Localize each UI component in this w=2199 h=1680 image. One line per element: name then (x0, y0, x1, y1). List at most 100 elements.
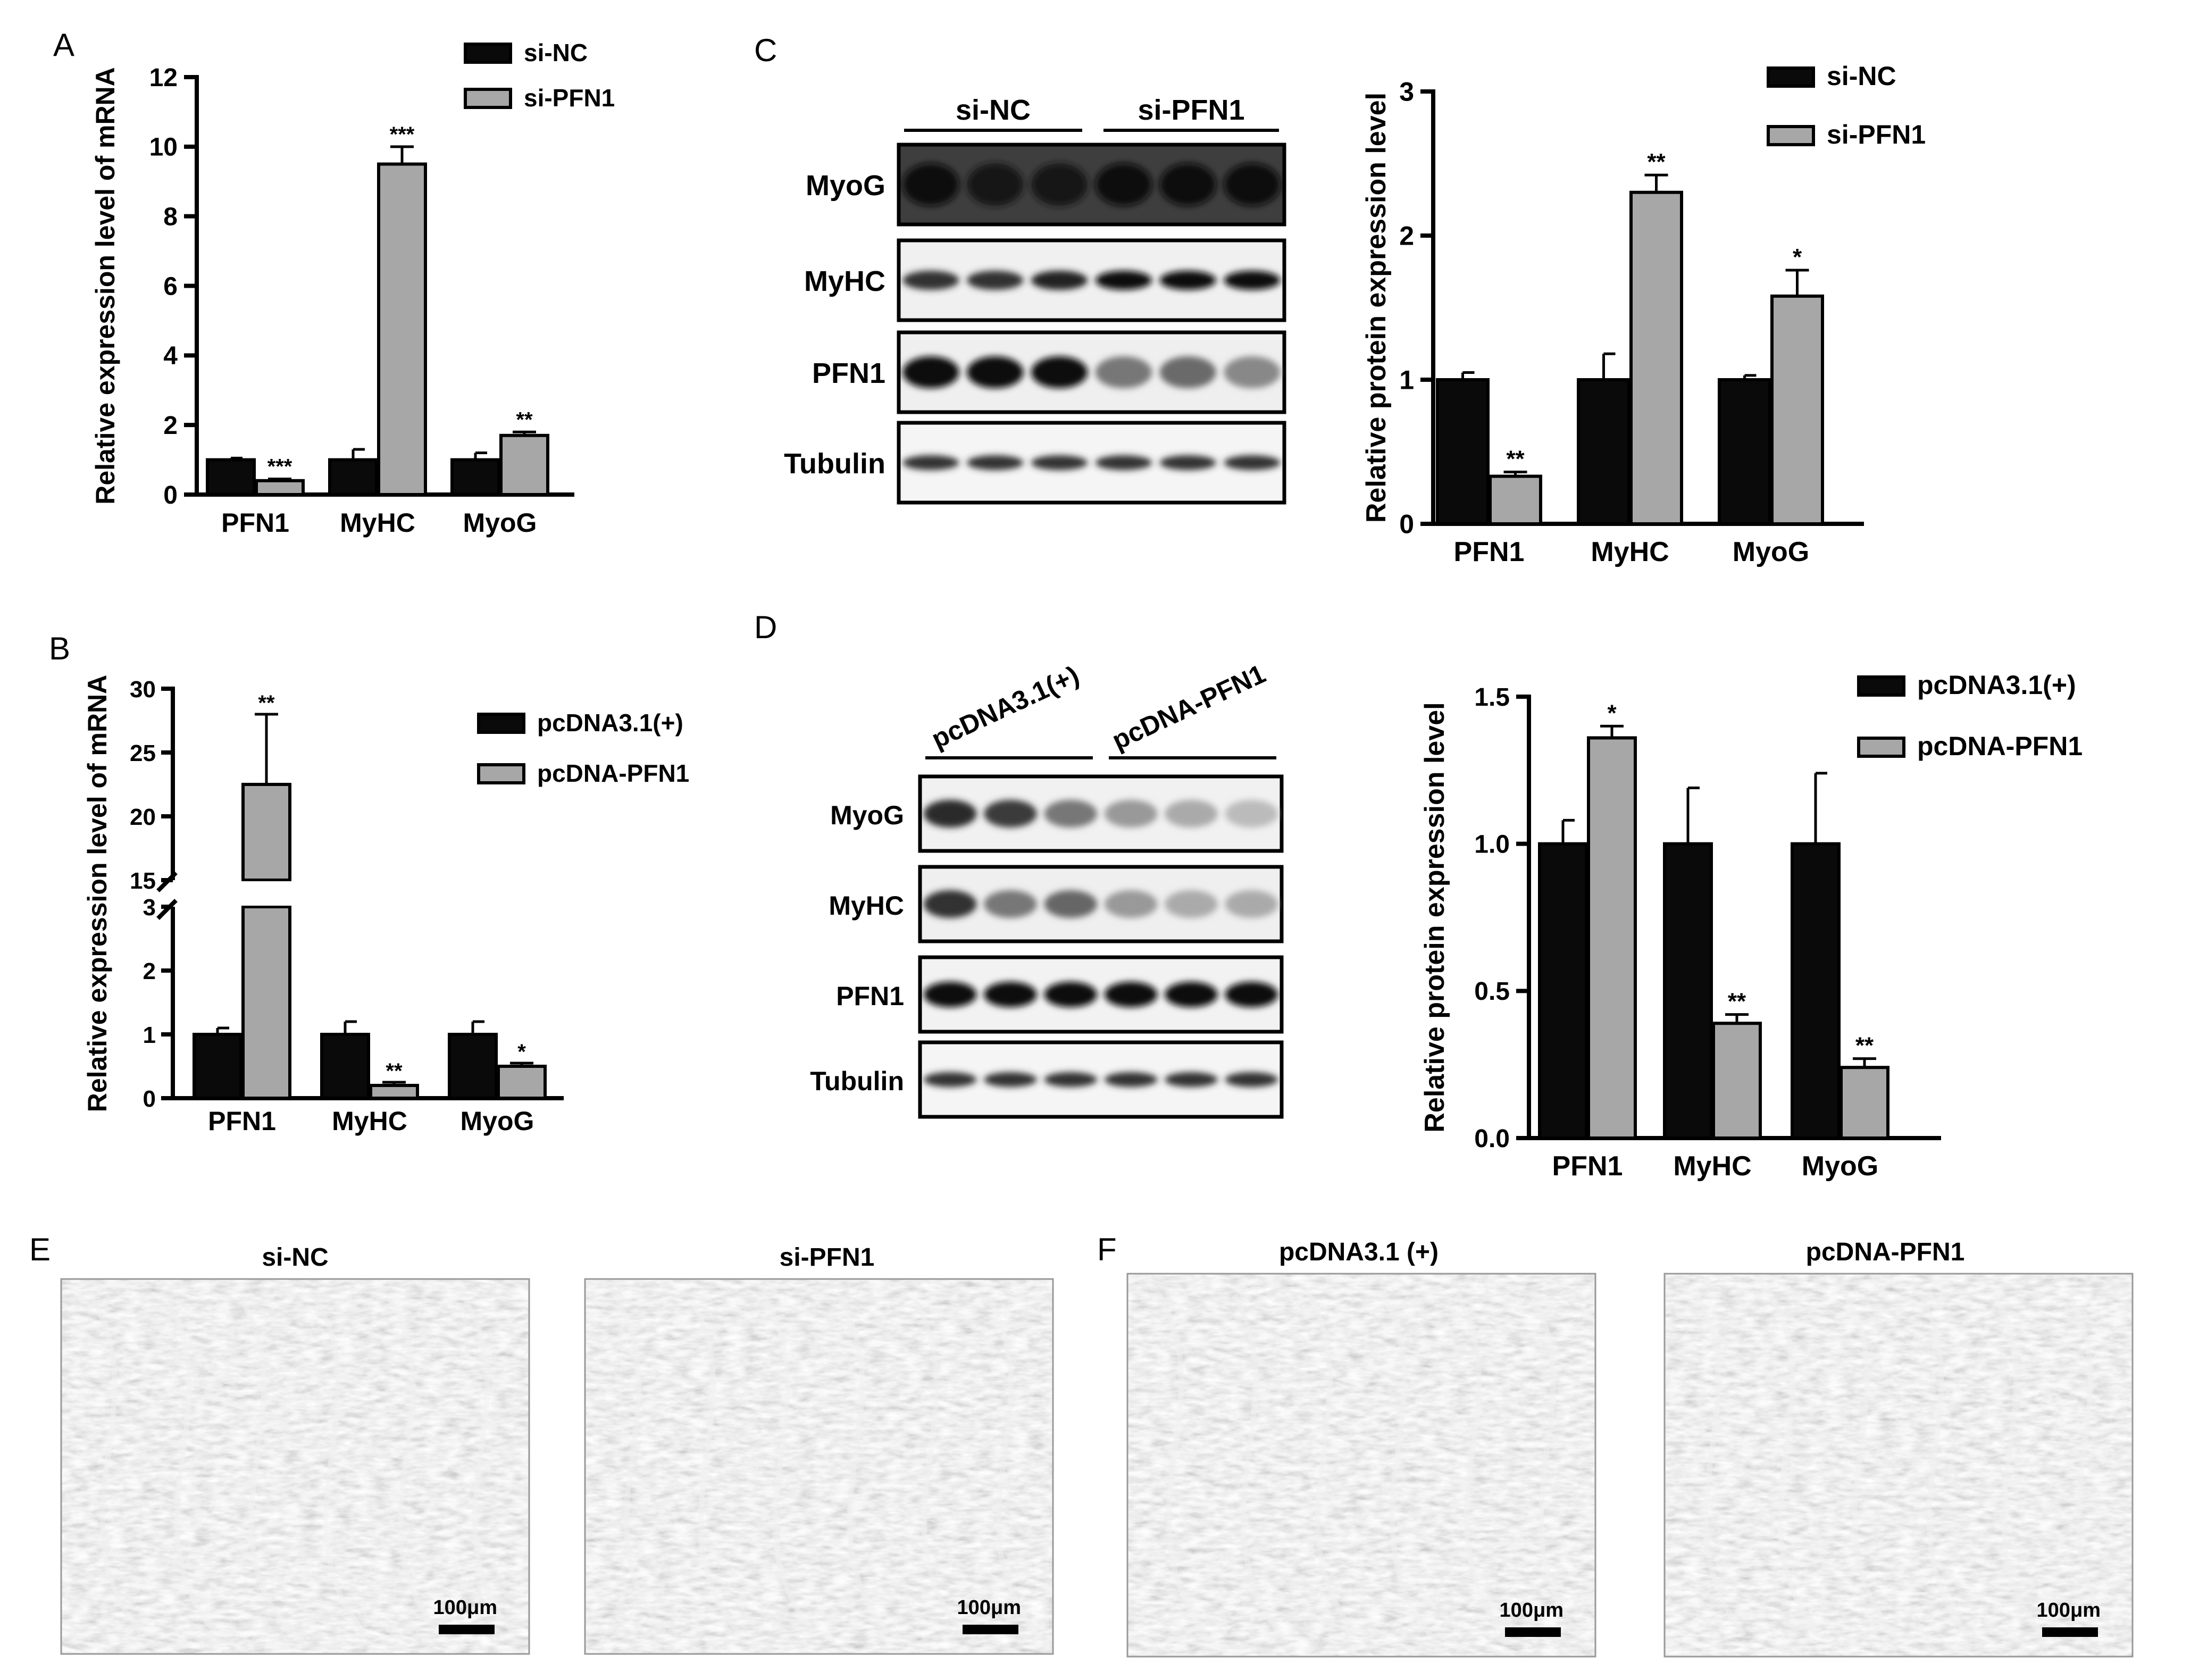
blot-row-label-pfn1: PFN1 (836, 981, 904, 1011)
blot-band (923, 982, 977, 1007)
panel-letter-e: E (29, 1232, 51, 1267)
y-tick-label: 25 (130, 740, 156, 766)
blot-band (1095, 356, 1152, 388)
myotube-fibre (614, 1299, 667, 1635)
y-tick-label: 0 (163, 481, 178, 509)
blot-band (1104, 890, 1158, 918)
blot-band (1104, 1072, 1158, 1087)
blot-strip-tubulin (918, 1040, 1284, 1119)
blot-strip-pfn1 (918, 955, 1284, 1034)
bar-pfn1-series-2 (1489, 474, 1542, 526)
blot-band (1224, 271, 1281, 290)
y-tick-label: 1.5 (1474, 683, 1510, 712)
y-tick-label: 0.5 (1474, 977, 1510, 1006)
legend-a-swatch-2 (464, 88, 512, 109)
category-label-myhc: MyHC (332, 1106, 407, 1136)
bar-pfn1-series-2-upper (241, 783, 291, 882)
blot-band (1159, 271, 1216, 290)
blot-band (1031, 271, 1088, 290)
myotube-fibre (1768, 1293, 1821, 1637)
y-tick-label: 3 (1399, 77, 1414, 107)
category-label-pfn1: PFN1 (221, 508, 289, 538)
y-tick-label: 4 (163, 342, 178, 370)
myotube-fibre (1843, 1293, 1895, 1637)
blot-strip-myog (897, 143, 1286, 227)
significance-label: * (1607, 700, 1617, 726)
myotube-fibre (463, 1299, 515, 1635)
blot-row-label-myhc: MyHC (804, 265, 885, 297)
y-axis-label: Relative protein expression level (1361, 93, 1392, 523)
blot-band (1159, 455, 1216, 470)
y-tick-label: 12 (149, 64, 178, 92)
myotube-fibre (1454, 1293, 1507, 1637)
bar-pfn1-series-2-lower (241, 905, 291, 1100)
significance-label: * (517, 1040, 526, 1064)
myotube-fibre (1992, 1293, 2044, 1637)
micrograph-image-1 (61, 1279, 529, 1654)
legend-b-swatch-1 (477, 713, 525, 734)
blot-band (1104, 800, 1158, 828)
micrograph-title-3: pcDNA3.1 (+) (1279, 1238, 1439, 1266)
bar-pfn1-series-2 (255, 479, 305, 496)
blot-group-label-1: si-NC (956, 94, 1031, 126)
y-tick-label: 2 (163, 412, 178, 440)
significance-label: ** (1506, 446, 1525, 472)
legend-a-label-1: si-NC (524, 39, 588, 66)
blot-strip-pfn1 (897, 330, 1286, 414)
myotube-fibre (838, 1299, 890, 1635)
blot-band (1044, 1072, 1098, 1087)
micrograph-frame (584, 1278, 1054, 1655)
legend-b-label-1: pcDNA3.1(+) (537, 709, 683, 737)
y-tick-label: 1 (1399, 365, 1414, 395)
myotube-fibre (689, 1299, 741, 1635)
blot-row-label-myog: MyoG (806, 170, 885, 202)
legend-a-swatch-1 (464, 43, 512, 64)
blot-band (1095, 163, 1152, 206)
myotube-fibre (314, 1299, 366, 1635)
y-tick-label: 1.0 (1474, 830, 1510, 858)
micrograph-frame (1663, 1273, 2134, 1658)
myotube-fibre (1380, 1293, 1433, 1637)
blot-row-label-tubulin: Tubulin (784, 448, 885, 480)
axis-break-mark (156, 899, 178, 920)
micrograph-title-4: pcDNA-PFN1 (1806, 1238, 1965, 1266)
blot-band (902, 163, 959, 206)
bar-myog-series-2 (1840, 1066, 1889, 1140)
blot-band (1225, 800, 1278, 828)
bar-pfn1-series-2 (1587, 736, 1637, 1140)
legend-b-swatch-2 (477, 763, 525, 784)
myotube-fibre (763, 1299, 816, 1635)
blot-band (1104, 982, 1158, 1007)
y-tick-label: 2 (143, 958, 156, 984)
blot-band (1095, 271, 1152, 290)
blot-strip-myhc (918, 865, 1284, 943)
category-label-pfn1: PFN1 (208, 1106, 276, 1136)
y-tick-label: 30 (130, 676, 156, 703)
blot-band (1044, 800, 1098, 828)
blot-band (923, 800, 977, 828)
blot-band (1224, 455, 1281, 470)
legend-d-label-1: pcDNA3.1(+) (1917, 670, 2076, 700)
blot-band (1095, 455, 1152, 470)
legend-d-swatch-1 (1857, 675, 1905, 697)
myotube-fibre (1917, 1293, 1970, 1637)
myotube-fibre (1231, 1293, 1284, 1637)
significance-label: ** (258, 691, 275, 715)
blot-group-label-2: si-PFN1 (1138, 94, 1244, 126)
category-label-pfn1: PFN1 (1454, 537, 1525, 567)
bar-myog-series-2 (497, 1065, 547, 1100)
blot-band (1031, 163, 1088, 206)
blot-band (1031, 455, 1088, 470)
blot-row-label-tubulin: Tubulin (810, 1066, 904, 1096)
blot-strip-tubulin (897, 421, 1286, 505)
significance-label: *** (390, 123, 415, 146)
blot-band (1159, 356, 1216, 388)
bar-pfn1-series-1 (1538, 842, 1588, 1140)
bar-myog-series-1 (450, 458, 500, 496)
micrograph-title-2: si-PFN1 (780, 1243, 875, 1272)
bar-pfn1-series-1 (206, 458, 256, 496)
blot-band (984, 982, 1037, 1007)
category-label-myhc: MyHC (1591, 537, 1669, 567)
scale-bar-label-4: 100μm (2037, 1599, 2101, 1622)
